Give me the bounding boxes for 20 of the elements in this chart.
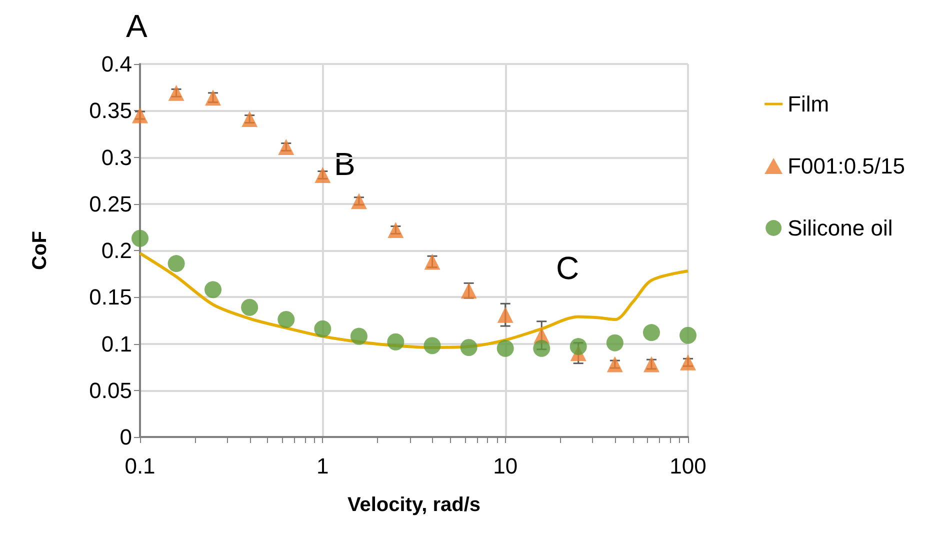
x-tick-label: 100 (670, 454, 706, 478)
x-tick-label: 0.1 (124, 454, 156, 478)
text: A (126, 8, 148, 44)
y-tick-label: 0.2 (101, 238, 132, 263)
y-tick-label: 0.25 (89, 191, 132, 216)
y-tick-label: 0.15 (89, 284, 132, 310)
y-tick-label: 0.3 (101, 144, 132, 170)
y-tick-label: 0 (120, 424, 132, 450)
legend-label: Film (788, 92, 830, 116)
legend-label: Silicone oil (788, 216, 893, 240)
y-tick-label: 0.35 (89, 98, 132, 124)
x-axis-title: Velocity, rad/s (347, 494, 481, 516)
y-tick-label: 0.05 (89, 378, 132, 403)
y-tick-label: 0.4 (101, 52, 132, 76)
y-tick-label: 0.1 (101, 331, 132, 356)
legend-label: F001:0.5/15 (788, 154, 906, 178)
annotation: C (556, 250, 580, 286)
x-tick-label: 1 (316, 454, 329, 478)
x-tick-label: 10 (493, 454, 518, 478)
y-axis-title: CoF (29, 231, 51, 270)
